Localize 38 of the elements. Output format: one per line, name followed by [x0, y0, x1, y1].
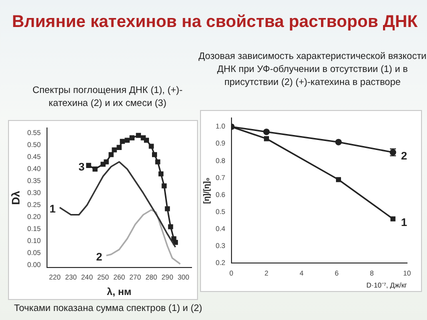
- chart-title: Влияние катехинов на свойства растворов ДНК: [12, 12, 418, 32]
- point: [120, 138, 125, 144]
- chart-title: Дозовая зависимость характеристической вязкости ДНК при УФ-облучении в отсутствии (1) и в присутствии (2) (+)-катехина в растворе: [198, 50, 427, 89]
- point: [390, 216, 396, 222]
- point: [124, 138, 130, 143]
- point: [112, 147, 117, 152]
- x-axis-title: λ, нм: [106, 286, 132, 298]
- point: [86, 162, 92, 168]
- point: [92, 166, 98, 172]
- point: [155, 159, 160, 164]
- series-label: 3: [78, 161, 85, 174]
- point: [264, 136, 269, 142]
- point: [148, 144, 154, 149]
- point: [104, 159, 109, 164]
- point: [108, 152, 114, 158]
- point: [171, 236, 176, 242]
- point: [335, 138, 342, 146]
- point: [100, 162, 106, 167]
- point: [116, 144, 122, 150]
- y-axis-title: Dλ: [10, 190, 23, 205]
- point: [144, 138, 150, 143]
- chart-subtitle: Спектры поглощения ДНК (1), (+)-катехина (2) и их смеси (3): [32, 84, 184, 110]
- point: [164, 206, 170, 212]
- point: [158, 171, 164, 176]
- point: [263, 128, 270, 136]
- series-label: 1: [400, 216, 408, 229]
- series-label: 2: [96, 252, 102, 264]
- series-label: 2: [400, 150, 408, 162]
- point: [168, 224, 174, 230]
- y-axis-title: [η]/[η]₀: [202, 177, 212, 204]
- point: [130, 135, 135, 140]
- text: Точками показана сумма спектров (1) и (2): [14, 303, 202, 314]
- series-label: 1: [50, 204, 56, 216]
- point: [336, 177, 342, 182]
- point: [162, 183, 167, 188]
- point: [152, 152, 158, 158]
- point: [172, 240, 178, 245]
- point: [136, 132, 141, 138]
